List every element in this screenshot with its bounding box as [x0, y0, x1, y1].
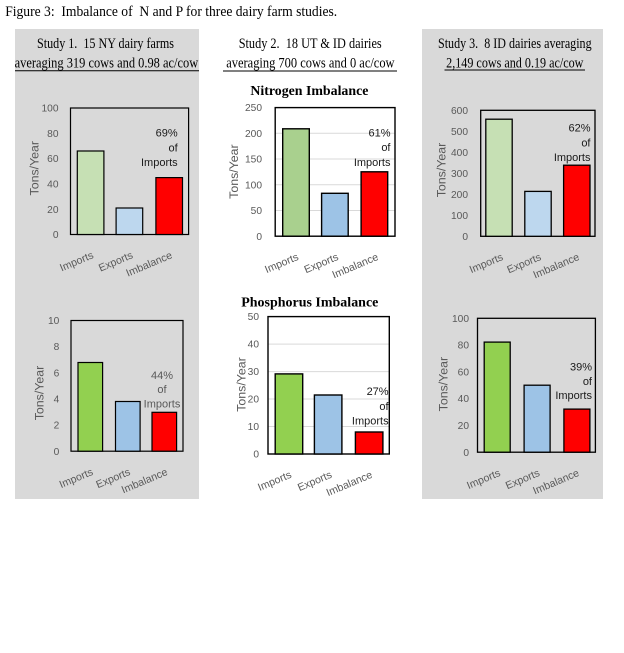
svg-text:100: 100 — [451, 211, 468, 222]
svg-text:of: of — [157, 384, 167, 396]
svg-text:80: 80 — [458, 341, 470, 352]
svg-text:39%: 39% — [570, 361, 592, 373]
svg-text:Tons/Year: Tons/Year — [237, 357, 249, 412]
svg-text:500: 500 — [451, 127, 468, 138]
svg-text:10: 10 — [248, 422, 260, 433]
svg-text:0: 0 — [256, 232, 262, 243]
svg-text:400: 400 — [451, 148, 468, 159]
svg-text:0: 0 — [53, 230, 59, 241]
svg-text:20: 20 — [47, 205, 59, 216]
svg-text:0: 0 — [253, 450, 259, 461]
svg-text:Imports: Imports — [352, 416, 389, 428]
svg-text:60: 60 — [458, 368, 470, 379]
svg-text:250: 250 — [245, 103, 262, 114]
svg-text:40: 40 — [47, 180, 59, 191]
svg-text:6: 6 — [54, 368, 60, 379]
svg-text:10: 10 — [48, 316, 60, 327]
svg-text:600: 600 — [451, 106, 468, 117]
svg-text:Study 1. 15 NY dairy farms: Study 1. 15 NY dairy farms — [37, 36, 174, 52]
svg-text:4: 4 — [54, 395, 60, 406]
svg-text:200: 200 — [451, 190, 468, 201]
svg-text:61%: 61% — [368, 127, 390, 139]
svg-text:100: 100 — [42, 104, 59, 115]
svg-text:50: 50 — [248, 312, 260, 323]
svg-text:62%: 62% — [568, 123, 590, 135]
svg-text:Tons/Year: Tons/Year — [30, 141, 42, 196]
svg-text:Phosphorus Imbalance: Phosphorus Imbalance — [241, 295, 378, 310]
svg-text:30: 30 — [248, 367, 260, 378]
svg-text:0: 0 — [54, 447, 60, 458]
svg-text:200: 200 — [245, 129, 262, 140]
svg-text:Tons/Year: Tons/Year — [229, 144, 241, 199]
svg-text:100: 100 — [452, 314, 469, 325]
svg-text:Study 2. 18 UT & ID dairies: Study 2. 18 UT & ID dairies — [239, 36, 382, 52]
svg-text:Imports: Imports — [144, 399, 181, 411]
svg-text:80: 80 — [47, 129, 59, 140]
svg-text:2: 2 — [54, 421, 60, 432]
svg-text:44%: 44% — [151, 370, 173, 382]
svg-text:2,149 cows and 0.19 ac/cow: 2,149 cows and 0.19 ac/cow — [446, 56, 584, 72]
svg-text:300: 300 — [451, 169, 468, 180]
svg-text:150: 150 — [245, 155, 262, 166]
svg-text:69%: 69% — [156, 128, 178, 140]
svg-text:averaging 319 cows and 0.98 ac: averaging 319 cows and 0.98 ac/cow — [15, 56, 199, 72]
svg-text:Tons/Year: Tons/Year — [35, 366, 47, 421]
svg-text:8: 8 — [54, 342, 60, 353]
svg-text:Imports: Imports — [141, 157, 178, 169]
svg-text:0: 0 — [463, 448, 469, 459]
svg-text:Imports: Imports — [354, 157, 391, 169]
svg-text:Tons/Year: Tons/Year — [439, 357, 451, 412]
svg-text:50: 50 — [251, 206, 263, 217]
svg-text:60: 60 — [47, 154, 59, 165]
svg-text:of: of — [581, 137, 591, 149]
svg-text:Study 3. 8 ID dairies averagi: Study 3. 8 ID dairies averaging — [438, 36, 592, 52]
svg-text:27%: 27% — [367, 386, 389, 398]
svg-text:Tons/Year: Tons/Year — [437, 143, 449, 198]
svg-text:40: 40 — [248, 340, 260, 351]
svg-text:40: 40 — [458, 394, 470, 405]
svg-text:20: 20 — [248, 395, 260, 406]
svg-text:Nitrogen Imbalance: Nitrogen Imbalance — [250, 84, 368, 99]
svg-text:20: 20 — [458, 421, 470, 432]
svg-text:of: of — [583, 376, 593, 388]
svg-text:of: of — [169, 142, 179, 154]
svg-text:of: of — [379, 401, 389, 413]
svg-text:Imports: Imports — [555, 390, 592, 402]
svg-text:of: of — [381, 142, 391, 154]
svg-text:averaging 700 cows and 0 ac/co: averaging 700 cows and 0 ac/cow — [226, 56, 395, 72]
svg-text:100: 100 — [245, 180, 262, 191]
svg-text:0: 0 — [462, 232, 468, 243]
svg-text:Imports: Imports — [554, 152, 591, 164]
svg-text:Figure 3: Imbalance of N and: Figure 3: Imbalance of N and P for three… — [5, 4, 337, 20]
